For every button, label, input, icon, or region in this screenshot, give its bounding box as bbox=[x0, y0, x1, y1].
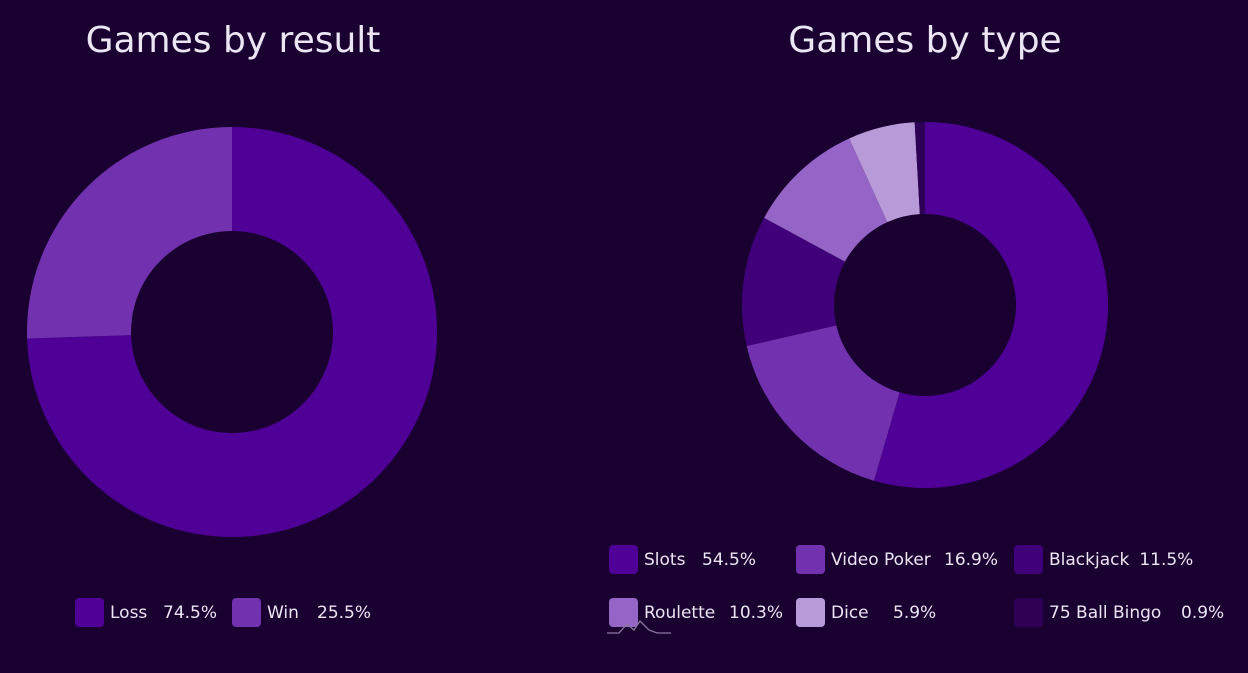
legend-value: 0.9% bbox=[1181, 602, 1225, 623]
legend-item-blackjack[interactable]: Blackjack 11.5% bbox=[1014, 545, 1193, 574]
slice-slots[interactable] bbox=[873, 122, 1108, 488]
slice-roulette[interactable] bbox=[764, 138, 888, 262]
slice-blackjack[interactable] bbox=[742, 217, 845, 347]
legend-swatch bbox=[232, 598, 261, 627]
legend-value: 54.5% bbox=[702, 549, 757, 570]
legend-value: 74.5% bbox=[163, 602, 218, 623]
legend-label: Video Poker bbox=[831, 549, 931, 570]
chart-title-games-by-type: Games by type bbox=[788, 20, 1062, 61]
slice-loss[interactable] bbox=[27, 127, 437, 537]
chart-title-games-by-result: Games by result bbox=[85, 20, 381, 61]
legend-item-roulette[interactable]: Roulette 10.3% bbox=[609, 598, 783, 627]
slice-win[interactable] bbox=[26, 127, 232, 339]
legend-swatch bbox=[1014, 545, 1043, 574]
slice-75-ball-bingo[interactable] bbox=[914, 122, 925, 215]
legend-value: 11.5% bbox=[1139, 549, 1194, 570]
legend-value: 16.9% bbox=[944, 549, 999, 570]
chart-logo-icon bbox=[607, 619, 671, 634]
legend-item-slots[interactable]: Slots 54.5% bbox=[609, 545, 756, 574]
legend-swatch bbox=[796, 598, 825, 627]
legend-swatch bbox=[609, 598, 638, 627]
slice-video-poker[interactable] bbox=[746, 325, 900, 481]
legend-item-win[interactable]: Win 25.5% bbox=[232, 598, 371, 627]
legend-label: Blackjack bbox=[1049, 549, 1130, 570]
legend-swatch bbox=[1014, 598, 1043, 627]
legend-item-dice[interactable]: Dice 5.9% bbox=[796, 598, 936, 627]
legend-value: 25.5% bbox=[317, 602, 372, 623]
legend-label: Win bbox=[267, 602, 299, 623]
legend-label: 75 Ball Bingo bbox=[1049, 602, 1162, 623]
legend-swatch bbox=[609, 545, 638, 574]
legend-label: Dice bbox=[831, 602, 869, 623]
legend-item-video-poker[interactable]: Video Poker 16.9% bbox=[796, 545, 998, 574]
legend-item-loss[interactable]: Loss 74.5% bbox=[75, 598, 217, 627]
legend-value: 10.3% bbox=[729, 602, 784, 623]
legend-label: Slots bbox=[644, 549, 686, 570]
legend-label: Roulette bbox=[644, 602, 716, 623]
slice-dice[interactable] bbox=[849, 122, 920, 223]
legend-value: 5.9% bbox=[893, 602, 937, 623]
legend-label: Loss bbox=[110, 602, 148, 623]
legend-item-75-ball-bingo[interactable]: 75 Ball Bingo 0.9% bbox=[1014, 598, 1224, 627]
legend-swatch bbox=[796, 545, 825, 574]
legend-swatch bbox=[75, 598, 104, 627]
